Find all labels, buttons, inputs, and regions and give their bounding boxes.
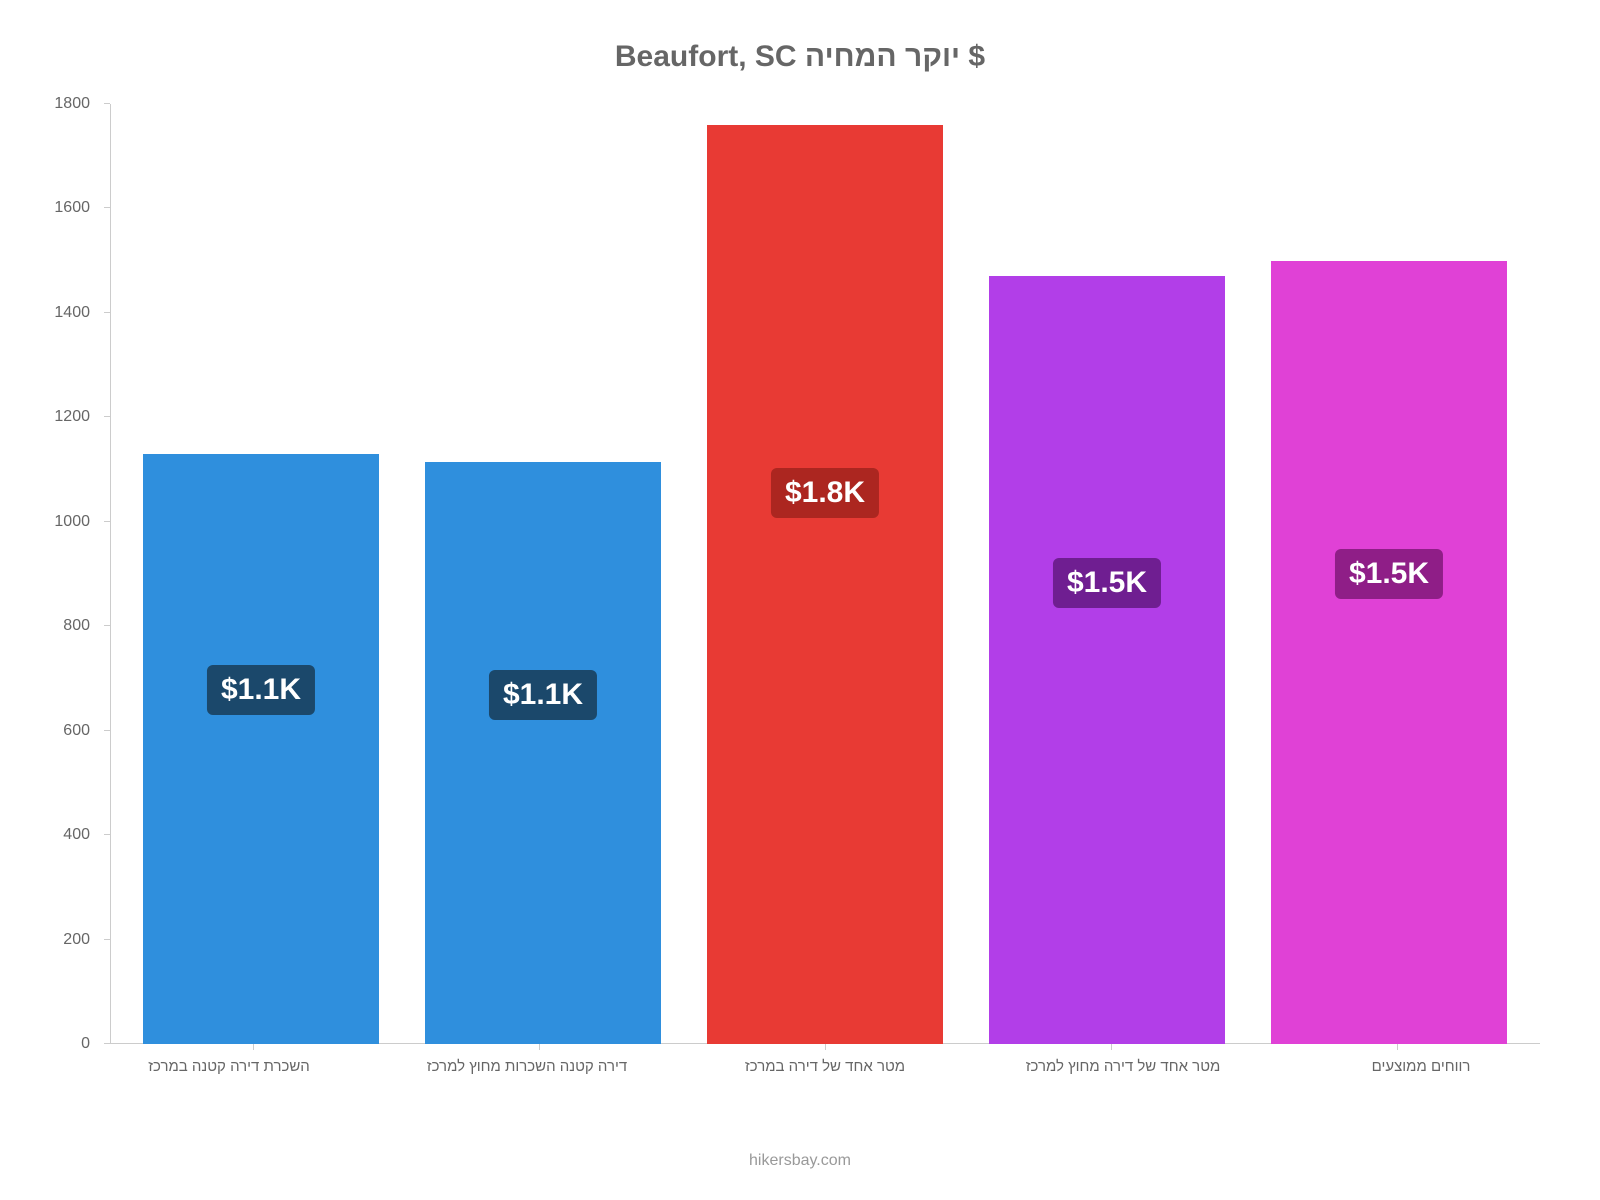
x-axis-label: מטר אחד של דירה במרכז xyxy=(676,1044,974,1075)
bar: $1.5K xyxy=(989,276,1226,1044)
y-tick-label: 200 xyxy=(40,931,90,949)
y-tick-label: 800 xyxy=(40,617,90,635)
y-tick-label: 1600 xyxy=(40,199,90,217)
y-tick-mark xyxy=(104,103,110,104)
bar: $1.1K xyxy=(425,462,662,1044)
cost-of-living-chart: Beaufort, SC יוקר המחיה $ 02004006008001… xyxy=(0,0,1600,1200)
y-tick-mark xyxy=(104,939,110,940)
y-tick-mark xyxy=(104,834,110,835)
x-axis-label: מטר אחד של דירה מחוץ למרכז xyxy=(974,1044,1272,1075)
y-tick-mark xyxy=(104,312,110,313)
y-tick-mark xyxy=(104,521,110,522)
x-axis-label: רווחים ממוצעים xyxy=(1272,1044,1570,1075)
y-tick-mark xyxy=(104,207,110,208)
bar-value-badge: $1.1K xyxy=(207,665,315,715)
bar-slot: $1.1K xyxy=(402,104,684,1044)
y-tick-mark xyxy=(104,416,110,417)
y-tick-label: 1000 xyxy=(40,513,90,531)
y-tick-mark xyxy=(104,625,110,626)
y-axis: 020040060080010001200140016001800 xyxy=(40,104,100,1044)
bar-slot: $1.5K xyxy=(1248,104,1530,1044)
bar-slot: $1.1K xyxy=(120,104,402,1044)
plot-area: 020040060080010001200140016001800 $1.1K$… xyxy=(110,104,1540,1044)
y-tick-mark xyxy=(104,730,110,731)
bar: $1.5K xyxy=(1271,261,1508,1044)
bar-value-badge: $1.8K xyxy=(771,468,879,518)
bar-value-badge: $1.1K xyxy=(489,670,597,720)
y-tick-label: 400 xyxy=(40,826,90,844)
bar: $1.8K xyxy=(707,125,944,1044)
bar-value-badge: $1.5K xyxy=(1335,549,1443,599)
y-tick-label: 1200 xyxy=(40,408,90,426)
bar-value-badge: $1.5K xyxy=(1053,558,1161,608)
credit-text: hikersbay.com xyxy=(0,1152,1600,1170)
y-tick-label: 600 xyxy=(40,722,90,740)
bar-slot: $1.5K xyxy=(966,104,1248,1044)
bars-container: $1.1K $1.1K $1.8K $1.5K $1.5K xyxy=(110,104,1540,1044)
x-axis-label: השכרת דירה קטנה במרכז xyxy=(80,1044,378,1075)
y-tick-label: 1400 xyxy=(40,304,90,322)
bar-slot: $1.8K xyxy=(684,104,966,1044)
chart-title: Beaufort, SC יוקר המחיה $ xyxy=(40,40,1560,74)
x-axis-labels: השכרת דירה קטנה במרכזדירה קטנה השכרות מח… xyxy=(70,1044,1580,1075)
y-tick-label: 1800 xyxy=(40,95,90,113)
x-axis-label: דירה קטנה השכרות מחוץ למרכז xyxy=(378,1044,676,1075)
bar: $1.1K xyxy=(143,454,380,1044)
